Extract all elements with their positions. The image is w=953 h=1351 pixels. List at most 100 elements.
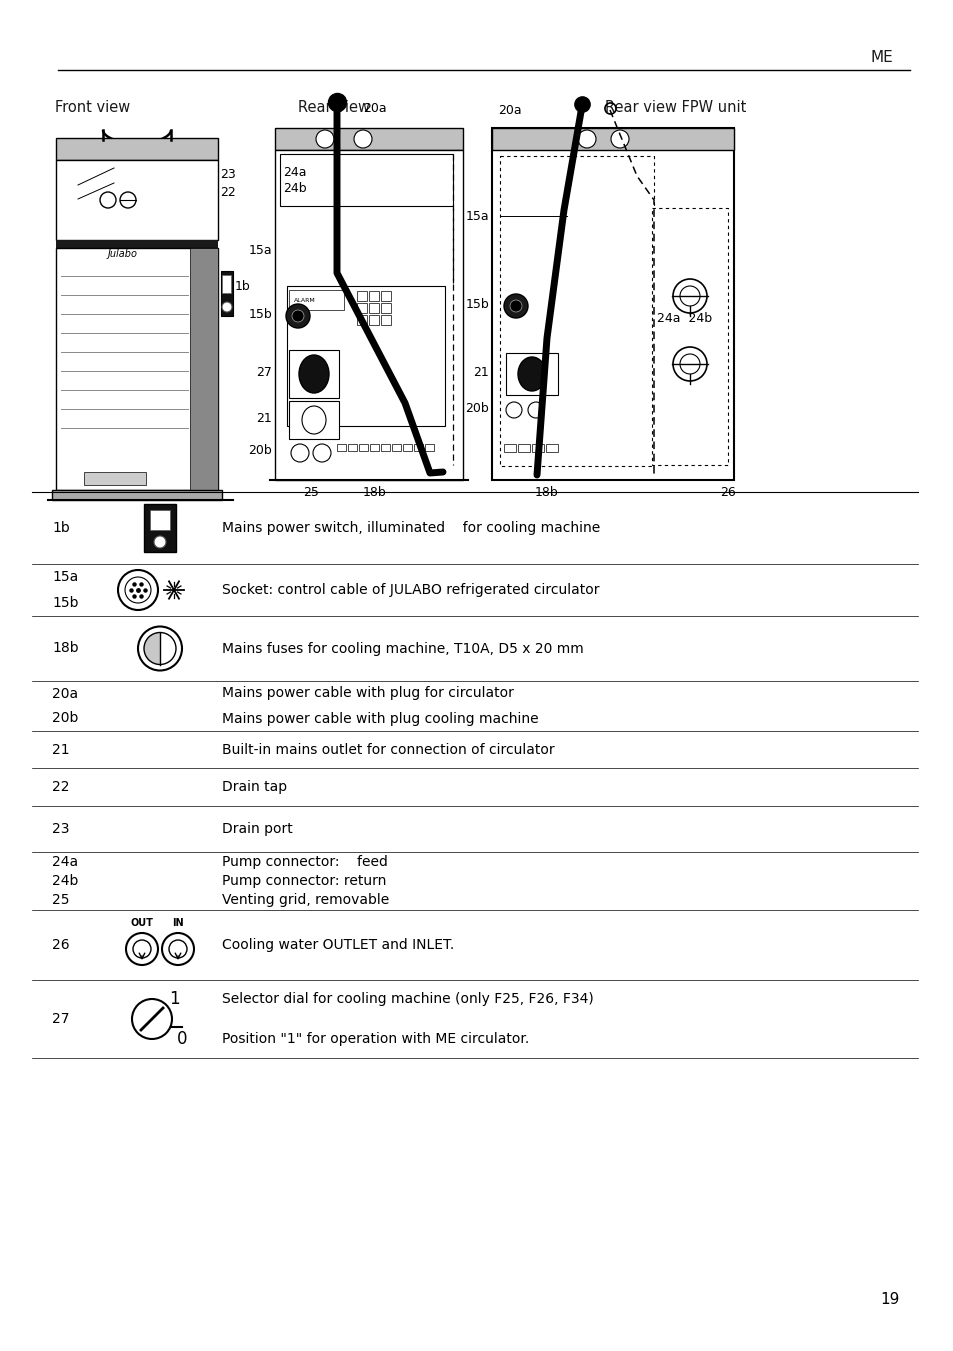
Text: 22: 22	[52, 780, 70, 794]
Text: Pump connector:    feed: Pump connector: feed	[222, 855, 388, 869]
Text: 24a: 24a	[52, 855, 78, 869]
Text: Drain tap: Drain tap	[222, 780, 287, 794]
Text: 1: 1	[169, 990, 179, 1008]
Text: 18b: 18b	[52, 642, 78, 655]
Circle shape	[610, 130, 628, 149]
Text: Venting grid, removable: Venting grid, removable	[222, 893, 389, 908]
Text: 23: 23	[220, 168, 235, 181]
Text: Mains power switch, illuminated    for cooling machine: Mains power switch, illuminated for cool…	[222, 521, 599, 535]
Circle shape	[125, 577, 151, 603]
Text: OUT: OUT	[131, 917, 153, 928]
Circle shape	[118, 570, 158, 611]
Bar	[505, 353, 558, 394]
Text: Built-in mains outlet for connection of circulator: Built-in mains outlet for connection of …	[222, 743, 554, 757]
Circle shape	[672, 347, 706, 381]
Bar	[56, 249, 218, 490]
Text: Drain port: Drain port	[222, 821, 293, 836]
Bar	[222, 276, 232, 293]
Bar	[492, 128, 733, 150]
Bar	[424, 444, 434, 451]
Bar	[289, 401, 338, 439]
Circle shape	[138, 627, 182, 670]
Bar	[414, 444, 422, 451]
Text: 20a: 20a	[52, 686, 78, 701]
Bar	[56, 159, 218, 240]
Bar	[52, 490, 222, 500]
Bar	[356, 303, 367, 313]
Text: 26: 26	[52, 938, 70, 952]
Bar	[221, 272, 233, 316]
Bar	[369, 303, 378, 313]
Text: 18b: 18b	[363, 485, 387, 499]
Bar	[287, 286, 444, 426]
Bar	[190, 249, 218, 490]
Text: Mains power cable with plug for circulator: Mains power cable with plug for circulat…	[222, 686, 514, 701]
Text: 21: 21	[52, 743, 70, 757]
Bar	[492, 128, 733, 480]
Circle shape	[578, 130, 596, 149]
Bar	[517, 444, 530, 453]
Text: Rear view: Rear view	[297, 100, 370, 115]
Bar	[532, 444, 543, 453]
Text: 20b: 20b	[248, 444, 272, 458]
Circle shape	[120, 192, 136, 208]
Text: 23: 23	[52, 821, 70, 836]
Text: 15a: 15a	[465, 209, 489, 223]
Bar	[280, 154, 453, 205]
Text: 22: 22	[220, 185, 235, 199]
Bar	[56, 240, 218, 249]
Text: Selector dial for cooling machine (only F25, F26, F34): Selector dial for cooling machine (only …	[222, 993, 593, 1006]
Circle shape	[132, 940, 151, 958]
Text: 20b: 20b	[465, 401, 489, 415]
Text: ALARM: ALARM	[294, 297, 315, 303]
Text: 20a: 20a	[497, 104, 521, 116]
Bar	[274, 128, 462, 150]
Bar	[356, 290, 367, 301]
Circle shape	[315, 130, 334, 149]
Bar	[380, 303, 391, 313]
Text: 27: 27	[52, 1012, 70, 1025]
Text: Pump connector: return: Pump connector: return	[222, 874, 386, 888]
Text: 18b: 18b	[535, 485, 558, 499]
Text: Mains power cable with plug cooling machine: Mains power cable with plug cooling mach…	[222, 712, 538, 725]
Bar	[369, 290, 378, 301]
Bar	[369, 315, 378, 326]
Text: Socket: control cable of JULABO refrigerated circulator: Socket: control cable of JULABO refriger…	[222, 584, 598, 597]
Bar	[356, 315, 367, 326]
Text: 20a: 20a	[363, 101, 386, 115]
Bar	[56, 138, 218, 159]
Text: 1b: 1b	[234, 280, 250, 293]
Bar	[144, 504, 175, 553]
Text: 19: 19	[880, 1293, 899, 1308]
Bar	[499, 155, 654, 466]
Text: 24b: 24b	[52, 874, 78, 888]
Text: 26: 26	[720, 485, 735, 499]
Bar	[84, 471, 146, 485]
Text: Front view: Front view	[55, 100, 131, 115]
Circle shape	[679, 286, 700, 305]
Text: 21: 21	[473, 366, 489, 378]
Bar	[289, 350, 338, 399]
Circle shape	[153, 536, 166, 549]
Text: 25: 25	[303, 485, 318, 499]
Text: ME: ME	[869, 50, 892, 65]
Text: 15b: 15b	[248, 308, 272, 320]
Text: Cooling water OUTLET and INLET.: Cooling water OUTLET and INLET.	[222, 938, 454, 952]
Bar	[380, 444, 390, 451]
Circle shape	[291, 444, 309, 462]
Bar	[392, 444, 400, 451]
Circle shape	[354, 130, 372, 149]
Circle shape	[286, 304, 310, 328]
Text: 0: 0	[176, 1029, 187, 1048]
Text: Rear view FPW unit: Rear view FPW unit	[604, 100, 745, 115]
Text: 15b: 15b	[465, 297, 489, 311]
Text: 21: 21	[256, 412, 272, 424]
Circle shape	[222, 303, 232, 312]
Text: Julabo: Julabo	[108, 249, 138, 259]
Bar	[370, 444, 378, 451]
Text: 24b: 24b	[283, 181, 306, 195]
Text: IN: IN	[172, 917, 184, 928]
Circle shape	[679, 354, 700, 374]
Circle shape	[672, 280, 706, 313]
Bar	[348, 444, 356, 451]
